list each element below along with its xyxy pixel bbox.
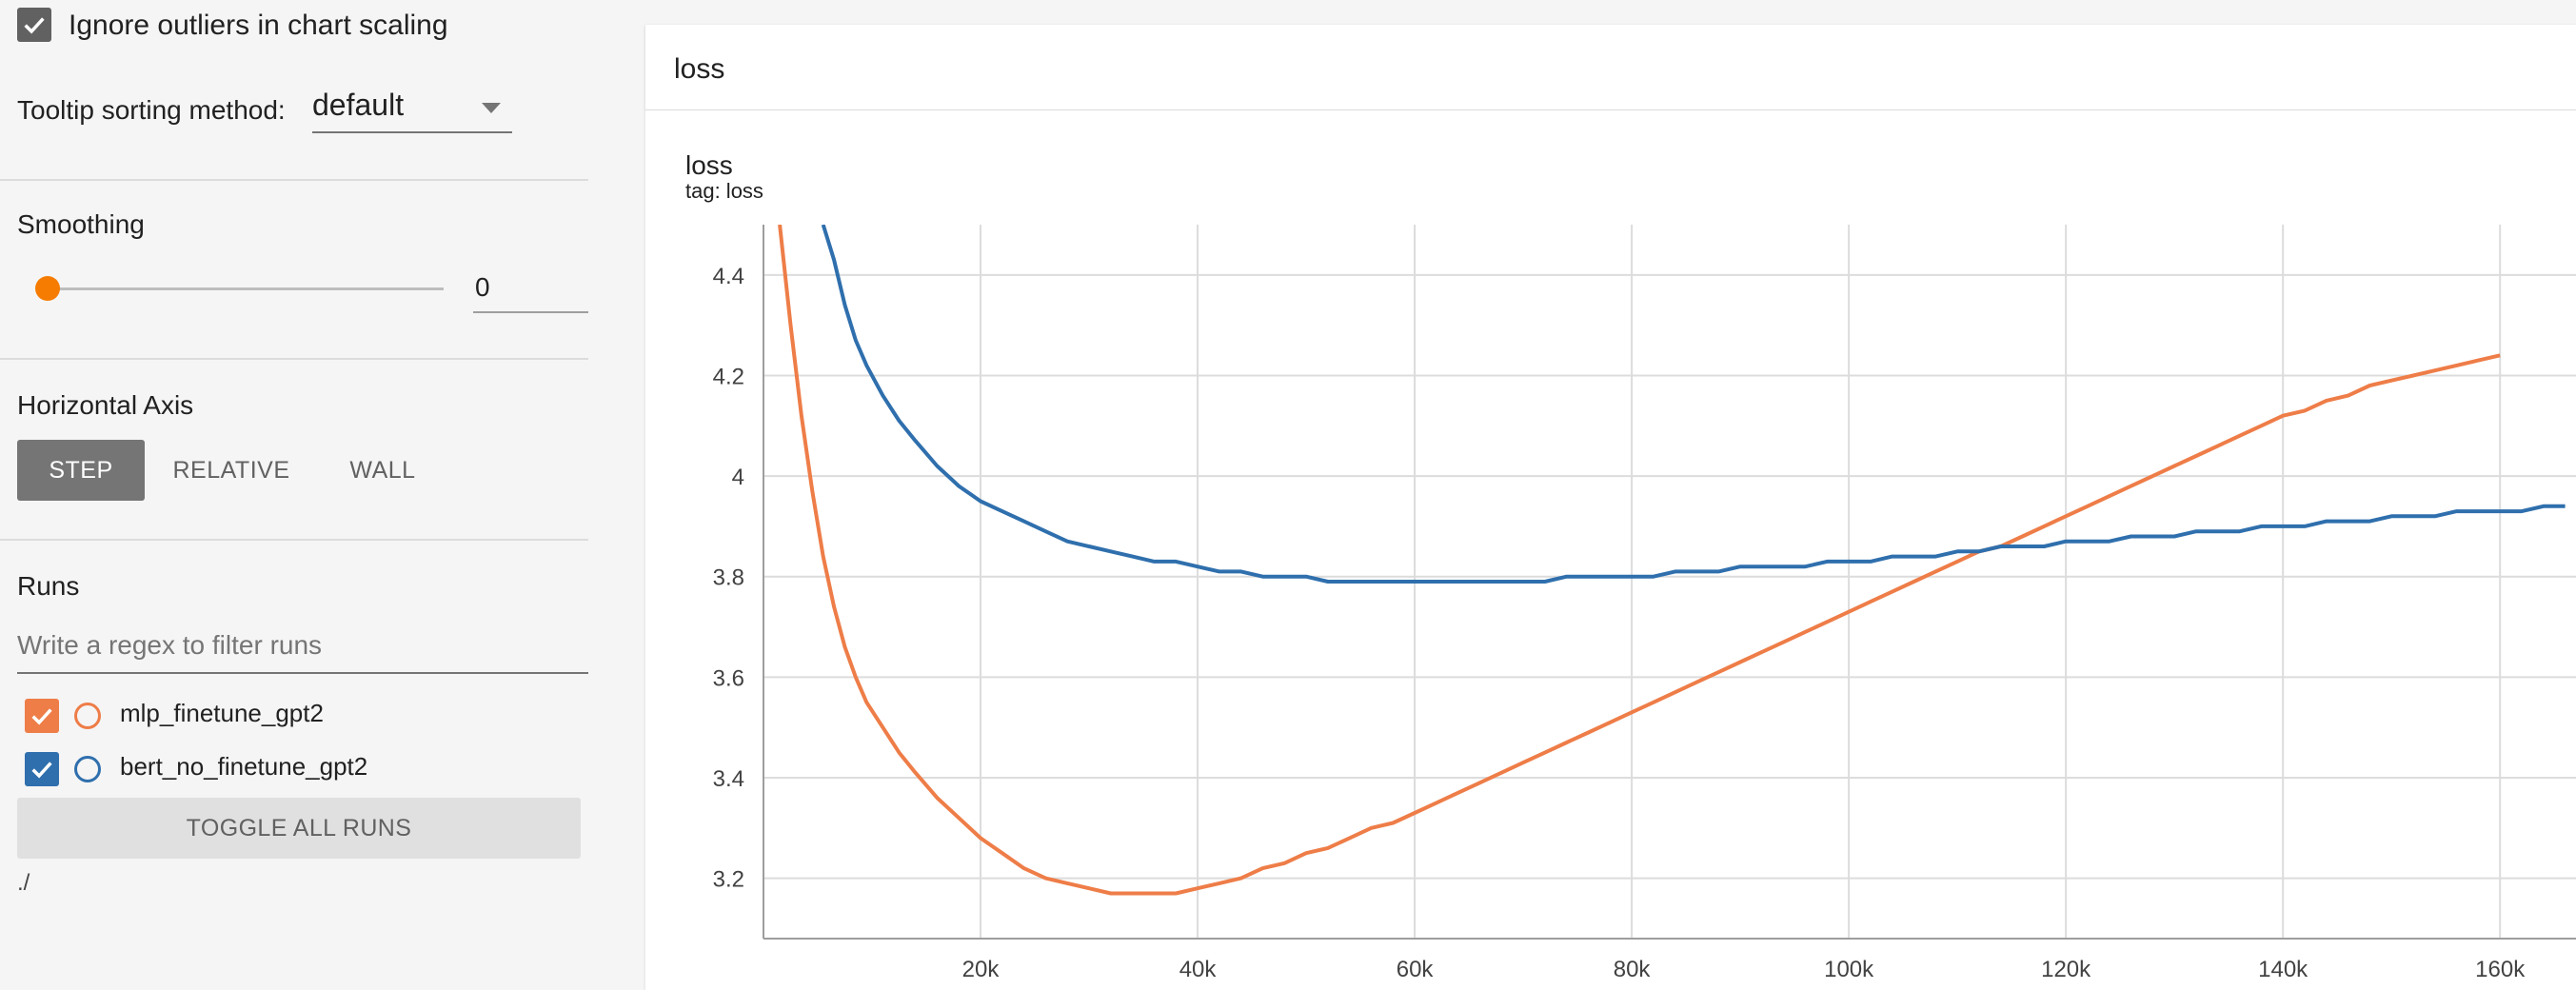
- log-directory-label: ./: [17, 870, 30, 896]
- run-label-mlp-finetune-gpt2: mlp_finetune_gpt2: [120, 699, 324, 727]
- run-color-circle-icon[interactable]: [74, 756, 101, 782]
- smoothing-input[interactable]: 0: [473, 268, 588, 313]
- card-header[interactable]: loss: [645, 25, 2576, 110]
- runs-filter-placeholder: Write a regex to filter runs: [17, 630, 323, 660]
- run-checkbox-bert-no-finetune-gpt2[interactable]: [25, 752, 59, 786]
- section-divider: [0, 358, 588, 360]
- series-line-bert-no-finetune-gpt2: [821, 225, 2566, 584]
- section-divider: [0, 539, 588, 541]
- y-tick-label: 3.8: [713, 565, 744, 591]
- checkmark-icon: [31, 708, 52, 725]
- y-tick-label: 4: [732, 465, 744, 490]
- loss-chart[interactable]: 20k 40k 60k 80k 100k 120k 140k 160k 3.2 3.4 3.6 3.8…: [645, 110, 2576, 990]
- horizontal-axis-label: Horizontal Axis: [17, 390, 194, 420]
- run-label-bert-no-finetune-gpt2: bert_no_finetune_gpt2: [120, 752, 368, 781]
- smoothing-slider-track[interactable]: [48, 287, 444, 290]
- y-tick-label: 3.2: [713, 867, 744, 893]
- run-checkbox-mlp-finetune-gpt2[interactable]: [25, 699, 59, 733]
- ignore-outliers-checkbox[interactable]: [17, 8, 51, 42]
- tooltip-sorting-label: Tooltip sorting method:: [17, 95, 286, 125]
- checkmark-icon: [24, 17, 45, 34]
- smoothing-label: Smoothing: [17, 209, 145, 239]
- y-tick-label: 3.6: [713, 665, 744, 691]
- x-tick-label: 140k: [2258, 957, 2308, 982]
- sidebar: Ignore outliers in chart scaling Tooltip…: [0, 0, 610, 990]
- axis-relative-button[interactable]: RELATIVE: [172, 456, 290, 484]
- chart-title: loss: [685, 150, 733, 180]
- x-tick-label: 60k: [1397, 957, 1435, 982]
- x-tick-label: 40k: [1179, 957, 1218, 982]
- run-color-circle-icon[interactable]: [74, 703, 101, 729]
- checkmark-icon: [31, 762, 52, 779]
- y-tick-label: 4.4: [713, 264, 744, 289]
- section-divider: [0, 179, 588, 181]
- toggle-all-runs-button[interactable]: TOGGLE ALL RUNS: [17, 798, 581, 859]
- x-tick-label: 80k: [1614, 957, 1652, 982]
- x-tick-label: 100k: [1824, 957, 1874, 982]
- dropdown-arrow-icon: [482, 103, 501, 113]
- y-tick-label: 3.4: [713, 766, 744, 792]
- ignore-outliers-label: Ignore outliers in chart scaling: [69, 10, 448, 41]
- chart-tag: tag: loss: [685, 179, 763, 203]
- x-tick-label: 120k: [2041, 957, 2091, 982]
- x-tick-label: 20k: [962, 957, 1001, 982]
- axis-step-button[interactable]: STEP: [17, 440, 145, 501]
- tooltip-sorting-value: default: [312, 88, 405, 122]
- card-header-title: loss: [674, 53, 725, 85]
- runs-filter-input[interactable]: Write a regex to filter runs: [17, 621, 588, 674]
- chart-card: loss tag: loss 20k 40k 60k 80k 100k 120k 140k 1…: [645, 110, 2576, 990]
- smoothing-value: 0: [475, 272, 490, 302]
- runs-label: Runs: [17, 571, 80, 601]
- smoothing-slider-handle[interactable]: [35, 276, 60, 301]
- x-tick-label: 160k: [2475, 957, 2526, 982]
- y-tick-label: 4.2: [713, 364, 744, 389]
- tooltip-sorting-select[interactable]: default: [312, 86, 512, 133]
- series-line-mlp-finetune-gpt2: [778, 225, 2501, 896]
- axis-wall-button[interactable]: WALL: [349, 456, 416, 484]
